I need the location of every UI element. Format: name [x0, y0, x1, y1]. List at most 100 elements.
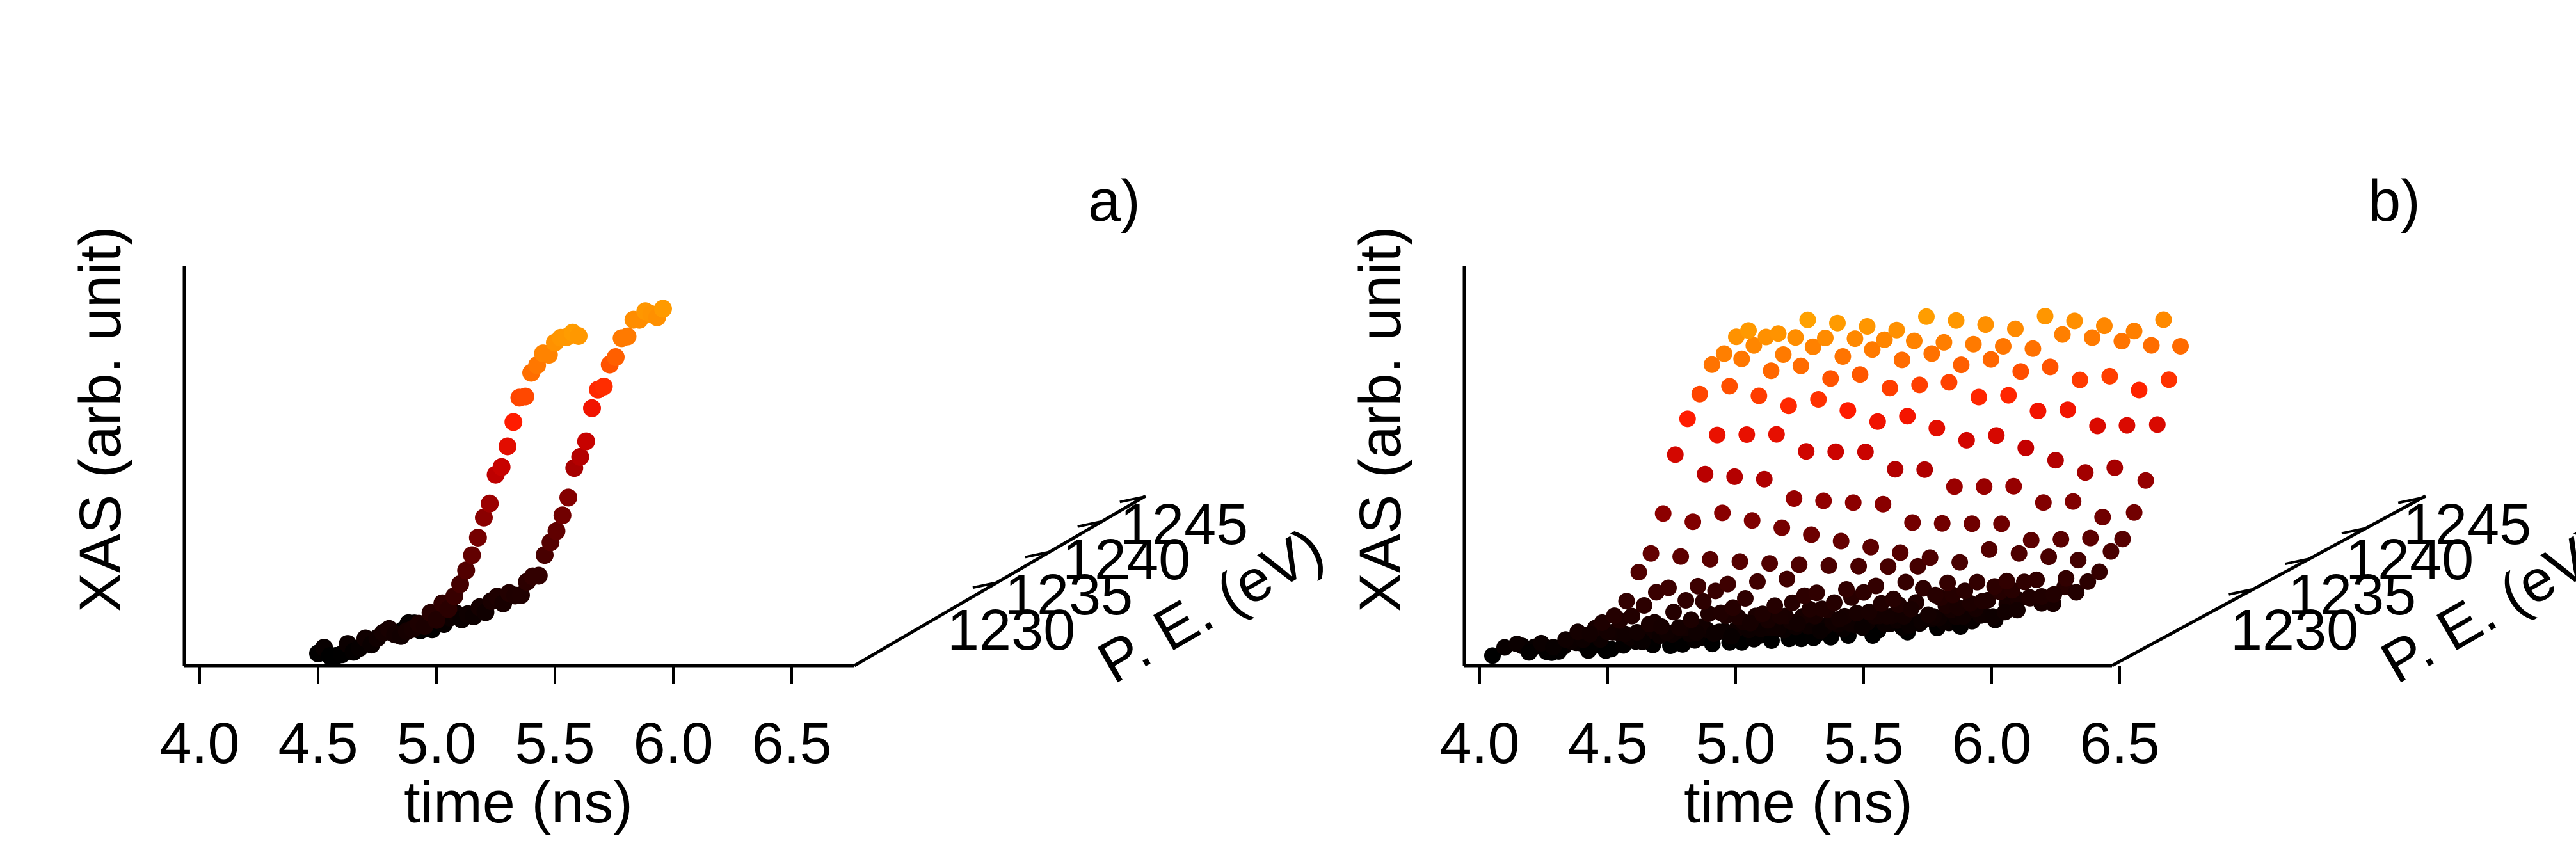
data-point: [1923, 345, 1940, 362]
depth-tick: [1077, 520, 1103, 528]
data-point: [2009, 602, 2026, 619]
data-point: [577, 432, 595, 451]
data-point: [2096, 317, 2113, 335]
data-point: [1977, 316, 1994, 333]
panel-b-x-tick-label: 6.5: [2079, 712, 2159, 776]
data-point: [2106, 459, 2124, 476]
data-point: [2045, 586, 2063, 603]
data-point: [2012, 363, 2029, 380]
data-point: [1703, 356, 1720, 373]
data-point: [1642, 545, 1660, 562]
data-point: [1787, 329, 1804, 346]
data-point: [499, 437, 516, 456]
data-point: [1887, 461, 1904, 478]
data-point: [1715, 345, 1732, 362]
data-point: [1810, 391, 1827, 408]
data-point: [1869, 413, 1886, 430]
data-point: [1726, 468, 1743, 485]
panel-b: 4.0 4.5 5.0 5.5 6.0 6.5 1230 1235 1240 1…: [1348, 168, 2576, 835]
data-point: [1921, 549, 1939, 566]
data-point: [1683, 611, 1700, 628]
data-point: [1766, 597, 1784, 614]
data-point: [1862, 538, 1880, 556]
data-point: [1780, 397, 1797, 415]
data-point: [1940, 374, 1958, 391]
data-point: [1881, 380, 1898, 397]
data-point: [2017, 439, 2035, 456]
data-point: [2035, 494, 2052, 511]
data-point: [2079, 573, 2097, 590]
data-point: [595, 377, 613, 396]
data-point: [1915, 580, 1932, 597]
data-point: [1690, 577, 1707, 595]
data-point: [1976, 478, 1993, 495]
depth-tick: [2228, 588, 2253, 596]
data-point: [1893, 351, 1910, 369]
data-point: [1803, 526, 1820, 543]
data-point: [559, 488, 577, 507]
panel-a-z-tick-label: 1245: [1120, 493, 1248, 557]
panel-a-x-tick-label: 5.0: [396, 712, 476, 776]
data-point: [1988, 427, 2005, 444]
data-point: [1948, 312, 1965, 329]
data-point: [1970, 388, 1987, 406]
data-point: [1723, 628, 1740, 645]
data-point: [1705, 625, 1722, 642]
data-point: [1909, 557, 1926, 575]
data-point: [583, 399, 601, 417]
data-point: [1484, 647, 1501, 664]
data-point: [1545, 639, 1562, 656]
data-point: [1946, 478, 1963, 495]
panel-a-label: a): [1088, 168, 1140, 234]
data-point: [1875, 495, 1892, 513]
data-point: [2118, 417, 2136, 434]
data-point: [1581, 625, 1599, 643]
panel-a-z-tick-label: 1230: [947, 598, 1075, 662]
data-point: [1864, 341, 1881, 358]
data-point: [1974, 593, 1991, 610]
data-point: [516, 387, 534, 406]
panel-b-y-axis-label: XAS (arb. unit): [1348, 226, 1413, 612]
data-point: [1763, 362, 1780, 380]
data-point: [1953, 356, 1970, 374]
data-point: [2040, 548, 2058, 566]
data-point: [1784, 594, 1801, 611]
data-point: [2084, 329, 2100, 346]
data-point: [2113, 333, 2131, 350]
data-point: [1804, 338, 1821, 355]
data-point: [2082, 529, 2099, 547]
data-point: [1850, 557, 1868, 575]
data-point: [1789, 615, 1806, 632]
data-point: [2007, 320, 2024, 337]
data-point: [1956, 582, 1974, 600]
panel-b-x-tick-label: 4.0: [1439, 712, 1519, 776]
data-point: [1508, 636, 1526, 653]
data-point: [1798, 443, 1815, 460]
data-point: [1848, 605, 1866, 621]
data-point: [1834, 348, 1852, 365]
data-point: [1684, 513, 1702, 531]
data-point: [1844, 494, 1862, 511]
data-point: [570, 327, 588, 345]
data-point: [1965, 335, 1982, 353]
depth-tick: [1025, 550, 1050, 559]
data-point: [2148, 416, 2166, 433]
data-point: [1812, 622, 1829, 639]
data-point: [1852, 366, 1869, 383]
data-point: [1688, 624, 1705, 641]
data-point: [1660, 579, 1677, 596]
data-point: [2071, 371, 2088, 388]
data-point: [1981, 541, 1998, 558]
data-point: [1935, 333, 1953, 351]
depth-tick: [1119, 495, 1145, 504]
data-point: [1897, 573, 1914, 591]
data-point: [2172, 338, 2189, 355]
data-point: [1738, 426, 1756, 443]
data-point: [529, 566, 548, 585]
data-point: [2021, 589, 2038, 606]
panel-b-data-points: [1484, 308, 2189, 664]
data-point: [1731, 553, 1748, 570]
panel-b-ticks: [1478, 496, 2423, 684]
data-point: [1773, 519, 1791, 536]
